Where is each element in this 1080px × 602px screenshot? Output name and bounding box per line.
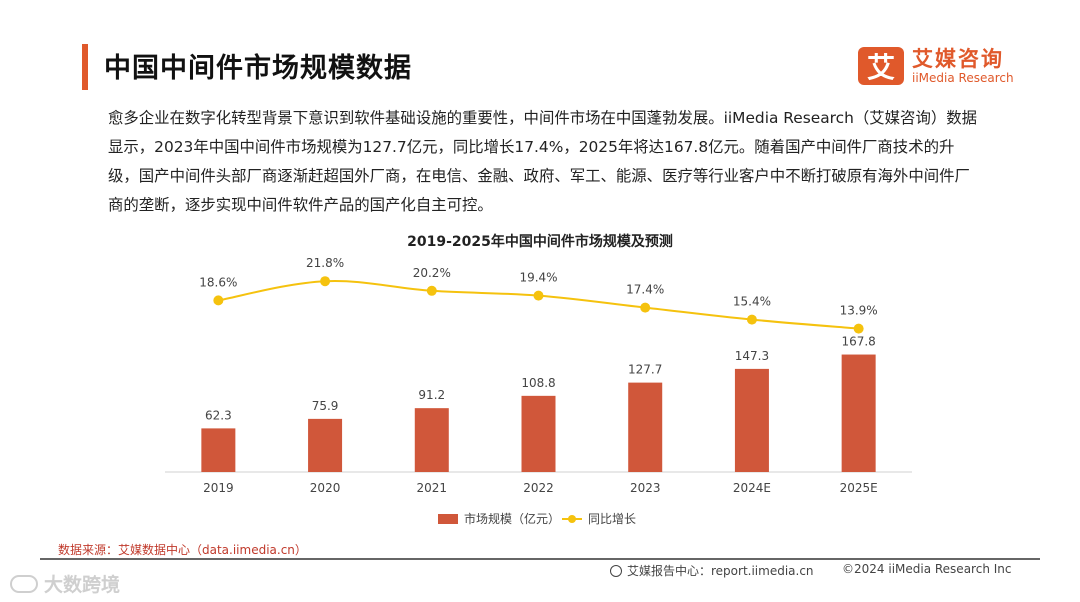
watermark: 大数跨境	[10, 570, 120, 597]
watermark-text: 大数跨境	[44, 574, 121, 596]
bar-label-2025E: 167.8	[841, 335, 875, 349]
growth-label-2019: 18.6%	[199, 275, 237, 289]
legend-line-marker	[568, 515, 576, 523]
growth-label-2025E: 13.9%	[840, 304, 878, 318]
page-title: 中国中间件市场规模数据	[104, 53, 412, 84]
x-tick-2021: 2021	[417, 481, 448, 495]
x-tick-2020: 2020	[310, 481, 341, 495]
growth-label-2024E: 15.4%	[733, 295, 771, 309]
x-tick-2024E: 2024E	[733, 481, 771, 495]
iimedia-logo: 艾 艾媒咨询 iiMedia Research	[858, 47, 1014, 85]
x-tick-2019: 2019	[203, 481, 234, 495]
bar-2024E	[734, 368, 769, 472]
growth-label-2023: 17.4%	[626, 283, 664, 297]
footer-report-center: 艾媒报告中心：report.iimedia.cn	[610, 562, 814, 579]
intro-paragraph: 愈多企业在数字化转型背景下意识到软件基础设施的重要性，中间件市场在中国蓬勃发展。…	[108, 109, 978, 214]
footer-divider	[40, 558, 1040, 560]
growth-point-2024E	[746, 314, 757, 325]
footer-copyright: ©2024 iiMedia Research Inc	[842, 562, 1012, 576]
bar-2025E	[841, 354, 876, 472]
legend-bar-label: 市场规模（亿元）	[464, 511, 560, 526]
bar-label-2023: 127.7	[628, 363, 662, 377]
growth-point-2020	[320, 276, 331, 287]
bar-label-2024E: 147.3	[735, 349, 769, 363]
logo-mark: 艾	[858, 47, 904, 85]
growth-point-2021	[426, 285, 437, 296]
bar-2019	[201, 428, 236, 472]
bar-2022	[521, 395, 556, 472]
growth-label-2022: 19.4%	[519, 271, 557, 285]
logo-en-text: iiMedia Research	[912, 70, 1014, 85]
growth-point-2025E	[853, 323, 864, 334]
growth-label-2021: 20.2%	[413, 266, 451, 280]
logo-cn-text: 艾媒咨询	[912, 46, 1004, 71]
x-tick-2022: 2022	[523, 481, 554, 495]
x-tick-2025E: 2025E	[840, 481, 878, 495]
title-accent-bar	[82, 44, 88, 90]
growth-label-2020: 21.8%	[306, 256, 344, 270]
bar-label-2020: 75.9	[312, 399, 339, 413]
legend-bar-swatch	[438, 514, 458, 524]
growth-point-2022	[533, 290, 544, 301]
growth-point-2019	[213, 295, 224, 306]
bar-label-2021: 91.2	[418, 388, 445, 402]
x-tick-2023: 2023	[630, 481, 661, 495]
bar-label-2019: 62.3	[205, 408, 232, 422]
globe-icon	[610, 564, 622, 577]
legend-line-label: 同比增长	[588, 512, 636, 526]
bar-2021	[414, 408, 449, 472]
watermark-logo-icon	[10, 574, 38, 593]
bar-2020	[308, 418, 343, 472]
growth-point-2023	[640, 302, 651, 313]
bar-label-2022: 108.8	[521, 376, 555, 390]
footer-report-url: 艾媒报告中心：report.iimedia.cn	[627, 564, 814, 578]
bar-2023	[628, 382, 663, 472]
data-source: 数据来源：艾媒数据中心（data.iimedia.cn）	[58, 543, 307, 557]
chart-title: 2019-2025年中国中间件市场规模及预测	[407, 233, 673, 250]
